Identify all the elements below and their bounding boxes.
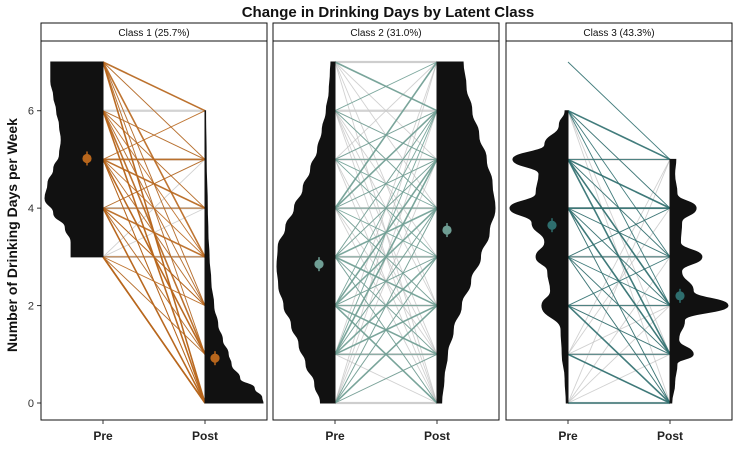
x-tick-label-post: Post xyxy=(192,429,218,443)
panel-strip-label-2: Class 2 (31.0%) xyxy=(350,28,421,39)
violin-pre-3 xyxy=(509,110,569,404)
trajectory-line-colored xyxy=(102,61,206,112)
trajectory-line-colored xyxy=(102,256,206,404)
chart-title: Change in Drinking Days by Latent Class xyxy=(242,4,535,21)
trajectory-line-colored xyxy=(102,61,206,160)
trajectory-line-colored xyxy=(567,353,671,404)
panel-2: Class 2 (31.0%) Pre Post xyxy=(272,22,500,443)
violin-post-3 xyxy=(669,158,729,404)
x-tick-label-pre: Pre xyxy=(325,429,345,443)
panel-1: Class 1 (25.7%) Pre Post xyxy=(40,22,268,443)
x-tick-label-pre: Pre xyxy=(558,429,578,443)
trajectory-line-colored xyxy=(334,61,438,209)
trajectory-line-colored xyxy=(102,207,206,258)
trajectory-line-colored xyxy=(334,61,438,112)
mean-point-pre-1 xyxy=(82,153,92,164)
trajectory-line-colored xyxy=(567,61,671,160)
x-tick-label-pre: Pre xyxy=(93,429,113,443)
panel-3: Class 3 (43.3%) Pre Post xyxy=(505,22,733,443)
trajectory-line-colored xyxy=(334,256,438,355)
trajectory-line-colored xyxy=(102,256,206,355)
panel-border-1 xyxy=(40,40,268,421)
trajectory-lines-colored-1 xyxy=(102,61,206,404)
panel-border-2 xyxy=(272,40,500,421)
trajectory-line-colored xyxy=(334,207,438,306)
trajectory-line-colored xyxy=(102,110,206,160)
trajectory-line-colored xyxy=(334,159,438,258)
trajectory-line-colored xyxy=(334,353,438,404)
trajectory-line-colored xyxy=(334,110,438,355)
violin-pre-1 xyxy=(44,61,104,258)
trajectory-line-colored xyxy=(567,256,671,306)
trajectory-line-colored xyxy=(334,256,438,404)
trajectory-line-colored xyxy=(102,159,206,209)
trajectory-line-colored xyxy=(567,109,671,161)
trajectory-line-colored xyxy=(102,256,206,306)
trajectory-lines-colored-3 xyxy=(567,61,671,404)
panel-border-3 xyxy=(505,40,733,421)
violin-post-1 xyxy=(204,110,264,404)
x-tick-label-post: Post xyxy=(657,429,683,443)
trajectory-lines-colored-2 xyxy=(334,61,438,404)
mean-point-post-3 xyxy=(675,291,685,301)
mean-point-pre-3 xyxy=(547,220,557,230)
panel-strip-label-1: Class 1 (25.7%) xyxy=(118,28,189,39)
y-tick-label-0: 0 xyxy=(28,398,34,410)
y-tick-label-2: 2 xyxy=(28,301,34,313)
mean-point-post-2 xyxy=(442,225,452,235)
y-tick-label-6: 6 xyxy=(28,106,34,118)
panel-strip-label-3: Class 3 (43.3%) xyxy=(583,28,654,39)
y-tick-label-4: 4 xyxy=(28,203,34,215)
mean-point-pre-2 xyxy=(314,259,324,269)
trajectory-line-colored xyxy=(567,207,671,258)
trajectory-line-colored xyxy=(567,110,671,258)
trajectory-line-colored xyxy=(567,305,671,355)
trajectory-line-colored xyxy=(334,110,438,258)
mean-point-post-1 xyxy=(210,353,220,363)
x-tick-label-post: Post xyxy=(424,429,450,443)
y-axis-label: Number of Drinking Days per Week xyxy=(4,118,20,352)
violin-post-2 xyxy=(436,61,496,404)
trajectory-line-colored xyxy=(334,256,438,307)
trajectory-line-colored xyxy=(567,110,671,306)
violin-pre-2 xyxy=(276,61,336,404)
